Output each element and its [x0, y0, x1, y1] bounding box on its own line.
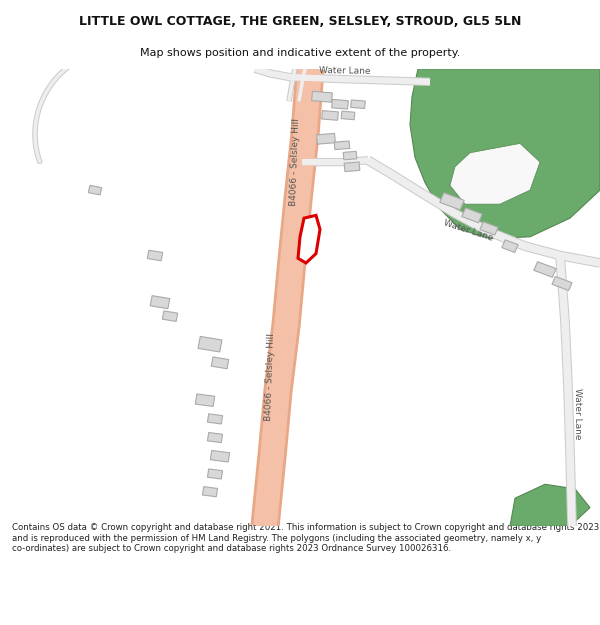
Bar — [502, 240, 518, 252]
Text: Contains OS data © Crown copyright and database right 2021. This information is : Contains OS data © Crown copyright and d… — [12, 523, 599, 553]
Text: B4066 - Selsley Hill: B4066 - Selsley Hill — [289, 118, 301, 206]
Text: B4066 - Selsley Hill: B4066 - Selsley Hill — [264, 333, 276, 421]
Bar — [196, 394, 215, 406]
Bar — [552, 276, 572, 291]
Bar — [343, 151, 357, 160]
Bar — [148, 250, 163, 261]
Bar — [534, 262, 556, 278]
Bar — [344, 162, 360, 172]
Bar — [150, 296, 170, 309]
Bar — [332, 99, 349, 109]
Bar — [208, 414, 223, 424]
Text: Water Lane: Water Lane — [319, 66, 371, 76]
Bar — [202, 487, 218, 497]
Bar — [88, 185, 102, 195]
Bar — [208, 432, 223, 442]
Bar — [334, 141, 350, 149]
Bar — [198, 336, 222, 352]
Bar — [322, 111, 338, 120]
Text: Water Lane: Water Lane — [442, 218, 494, 242]
Bar — [462, 208, 482, 223]
Polygon shape — [298, 216, 320, 263]
Bar — [211, 357, 229, 369]
Bar — [440, 192, 464, 210]
Bar — [341, 111, 355, 119]
Text: Water Lane: Water Lane — [573, 389, 582, 440]
Bar — [480, 222, 498, 235]
Polygon shape — [410, 69, 600, 239]
Bar — [350, 100, 365, 109]
Text: LITTLE OWL COTTAGE, THE GREEN, SELSLEY, STROUD, GL5 5LN: LITTLE OWL COTTAGE, THE GREEN, SELSLEY, … — [79, 15, 521, 28]
Bar — [317, 133, 335, 144]
Bar — [208, 469, 223, 479]
Polygon shape — [510, 484, 590, 526]
Bar — [163, 311, 178, 321]
Bar — [311, 91, 332, 103]
Text: Map shows position and indicative extent of the property.: Map shows position and indicative extent… — [140, 48, 460, 58]
Polygon shape — [450, 144, 540, 204]
Bar — [211, 451, 230, 462]
